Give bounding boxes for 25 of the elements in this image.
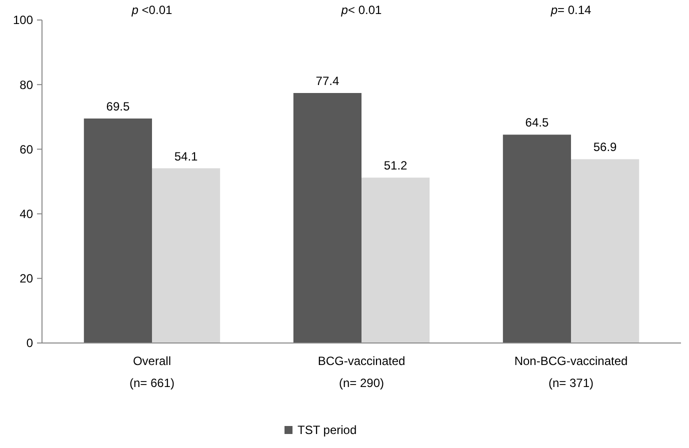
x-tick-label: BCG-vaccinated (n= 290)	[318, 354, 406, 390]
y-tick-label: 40	[20, 207, 34, 221]
data-label: 64.5	[525, 116, 549, 130]
x-tick-label: Non-BCG-vaccinated (n= 371)	[514, 354, 628, 390]
legend-label: TST period	[298, 423, 357, 437]
y-tick-label: 100	[12, 13, 34, 28]
bar	[152, 168, 220, 343]
text: p= 0.14	[550, 3, 592, 17]
data-label: 51.2	[384, 158, 408, 173]
bar	[502, 134, 572, 343]
text: p <0.01	[130, 3, 173, 17]
data-label: 69.5	[106, 100, 130, 114]
y-tick-label: 0	[26, 336, 34, 350]
y-tick-label: 80	[20, 78, 34, 92]
text: p< 0.01	[340, 3, 382, 17]
x-tick-label: Overall (n= 661)	[129, 354, 175, 390]
bar	[571, 159, 640, 343]
y-tick-label: 20	[20, 272, 34, 286]
data-label: 56.9	[593, 140, 618, 154]
data-label: 54.1	[174, 149, 198, 164]
y-tick-label: 60	[20, 142, 34, 156]
bar	[293, 93, 362, 343]
data-label: 77.4	[316, 74, 340, 88]
bar	[84, 118, 152, 343]
bar	[362, 178, 430, 343]
